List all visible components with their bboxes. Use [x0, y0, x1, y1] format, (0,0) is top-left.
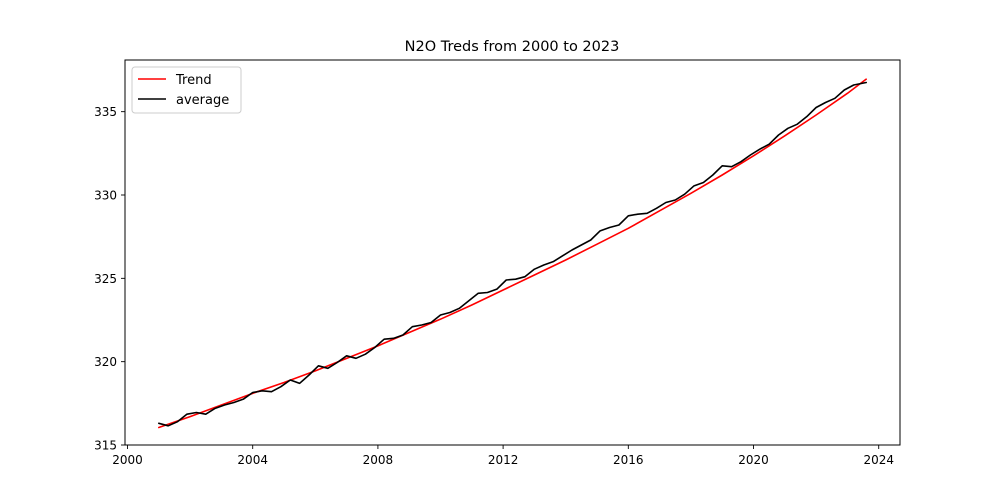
y-tick-label: 325 — [94, 272, 117, 286]
legend: Trend average — [131, 66, 242, 114]
x-tick-label: 2000 — [112, 453, 143, 467]
legend-label-trend: Trend — [175, 73, 212, 88]
plot-area — [158, 78, 867, 429]
plot-frame — [124, 59, 901, 446]
y-tick-label: 320 — [94, 355, 117, 369]
series-line-trend — [158, 78, 867, 429]
series-line-average — [158, 81, 867, 427]
y-tick-label: 315 — [94, 439, 117, 453]
x-tick-label: 2012 — [488, 453, 519, 467]
legend-label-average: average — [176, 93, 229, 108]
y-tick-label: 330 — [94, 189, 117, 203]
x-tick-label: 2016 — [613, 453, 644, 467]
chart-title: N2O Treds from 2000 to 2023 — [405, 39, 620, 55]
x-tick-label: 2024 — [863, 453, 894, 467]
x-tick-label: 2008 — [363, 453, 394, 467]
x-tick-label: 2004 — [237, 453, 268, 467]
axes: 2000 2004 2008 2012 2016 2020 2024 315 320 325 330… — [94, 105, 894, 467]
x-tick-label: 2020 — [738, 453, 769, 467]
y-tick-label: 335 — [94, 105, 117, 119]
